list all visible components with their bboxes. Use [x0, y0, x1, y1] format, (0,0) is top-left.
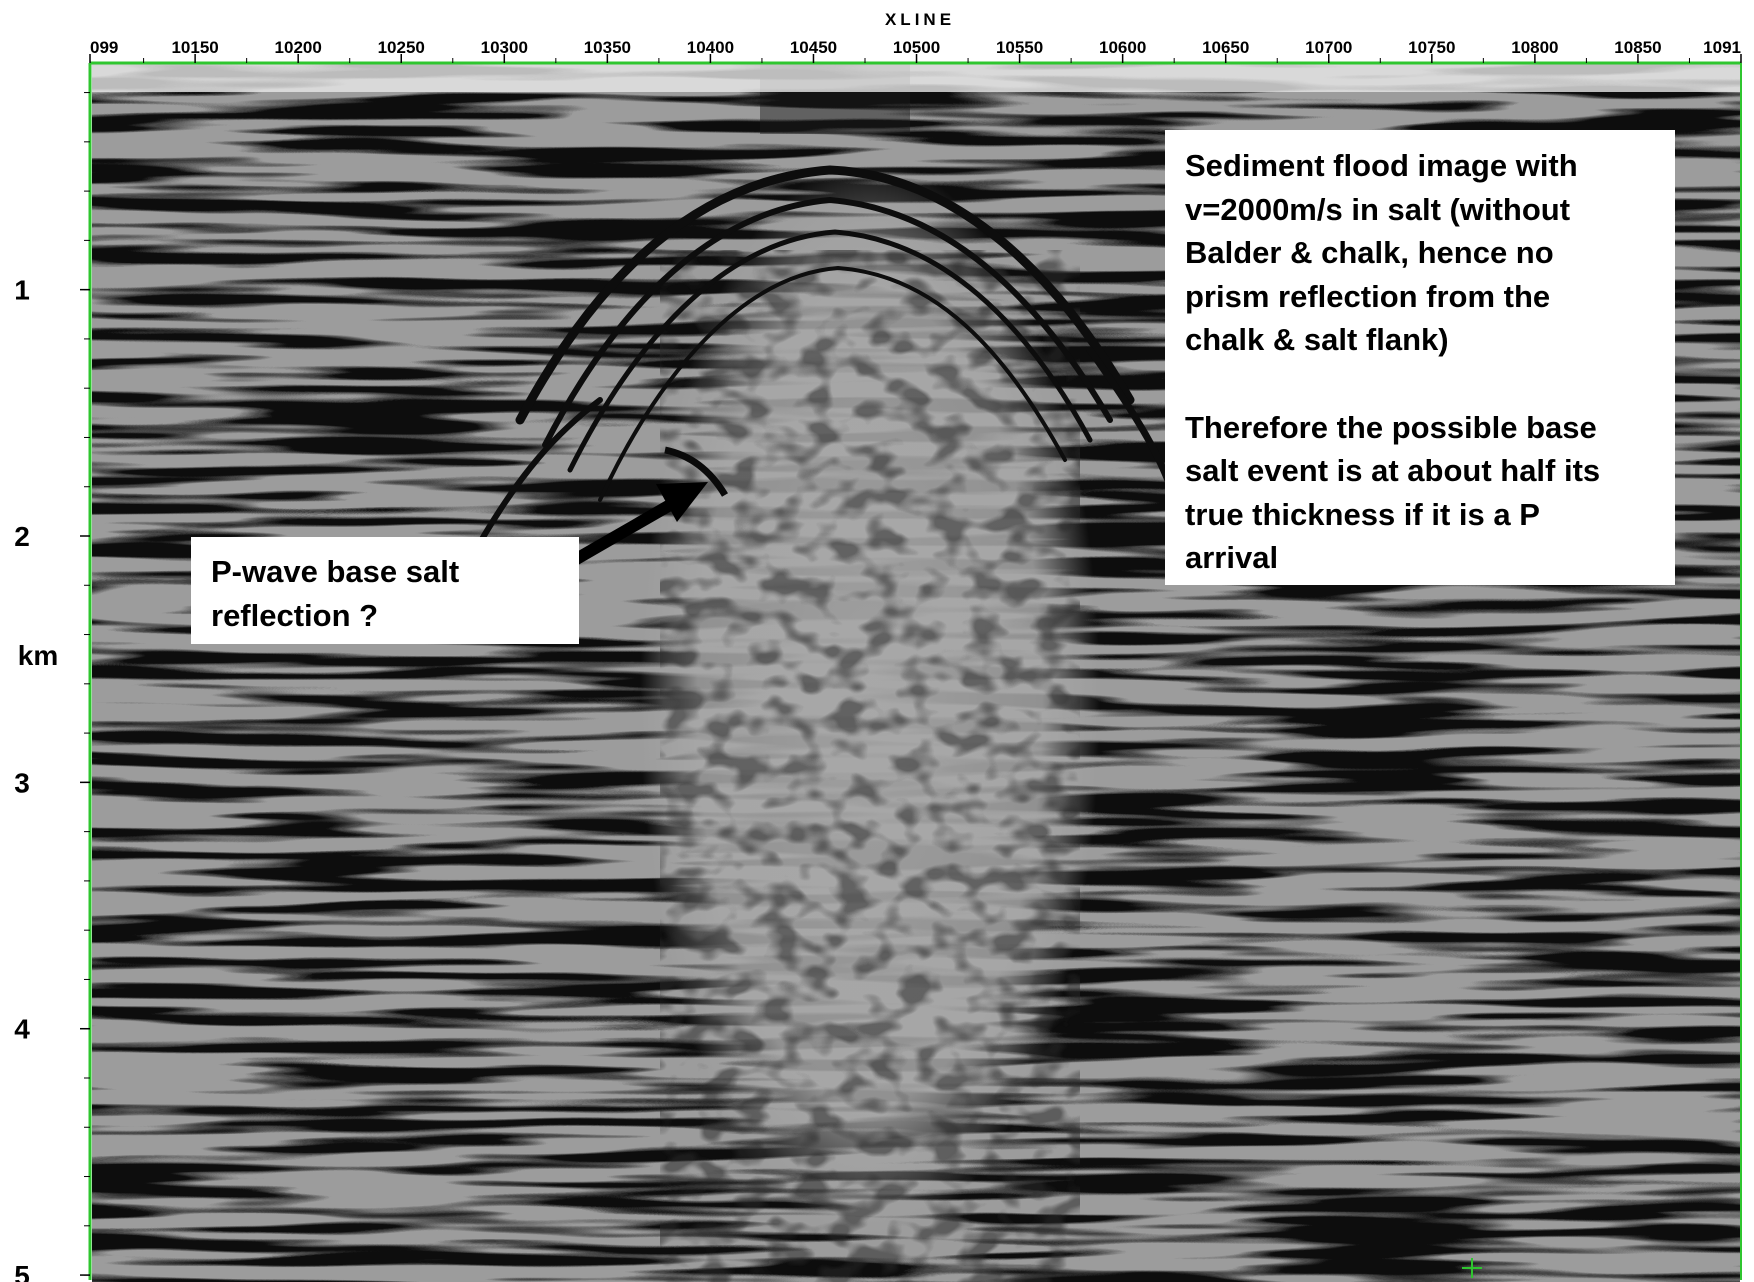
x-tick-label: 10650 — [1202, 38, 1249, 57]
salt-flank-reflectors — [467, 165, 1184, 563]
x-tick-label: 10600 — [1099, 38, 1146, 57]
base-salt-event — [664, 446, 729, 497]
x-tick-label: 10550 — [996, 38, 1043, 57]
cursor-crosshair-icon — [1462, 1258, 1482, 1278]
interpretation-note: Sediment flood image with v=2000m/s in s… — [1165, 130, 1675, 585]
y-tick-label: 5 — [14, 1260, 30, 1282]
y-tick-label: 2 — [14, 521, 30, 552]
y-tick-label: 1 — [14, 275, 30, 306]
x-tick-label: 10450 — [790, 38, 837, 57]
x-tick-label: 10800 — [1511, 38, 1558, 57]
x-tick-label: 10250 — [378, 38, 425, 57]
x-tick-label: 10200 — [275, 38, 322, 57]
x-tick-label: 10750 — [1408, 38, 1455, 57]
x-tick-label: 10700 — [1305, 38, 1352, 57]
plot-frame — [88, 61, 1742, 1280]
x-tick-label: 10350 — [584, 38, 631, 57]
y-axis-ticks: 1 2 3 4 5 — [14, 92, 90, 1282]
salt-dome-texture — [660, 250, 1080, 1282]
y-tick-label: 3 — [14, 767, 30, 798]
interpretation-note-para1: Sediment flood image with v=2000m/s in s… — [1185, 148, 1578, 358]
base-salt-label: P-wave base salt reflection ? — [191, 537, 579, 644]
x-tick-label: 1091 — [1703, 38, 1741, 57]
x-tick-label: 10150 — [171, 38, 218, 57]
base-salt-label-text: P-wave base salt reflection ? — [211, 554, 460, 633]
x-tick-label: 10300 — [481, 38, 528, 57]
x-tick-label: 10850 — [1614, 38, 1661, 57]
x-axis-title: XLINE — [885, 10, 955, 29]
y-tick-label: 4 — [14, 1014, 30, 1045]
x-axis-ticks: 099 10150 10200 10250 10300 10350 10400 10450 10… — [89, 38, 1742, 63]
interpretation-note-para2: Therefore the possible base salt event i… — [1185, 409, 1601, 576]
y-axis-unit: km — [18, 640, 58, 671]
x-tick-label: 099 — [90, 38, 118, 57]
x-tick-label: 10400 — [687, 38, 734, 57]
pointer-arrow — [563, 482, 708, 571]
water-bottom — [92, 64, 1740, 92]
x-tick-label: 10500 — [893, 38, 940, 57]
